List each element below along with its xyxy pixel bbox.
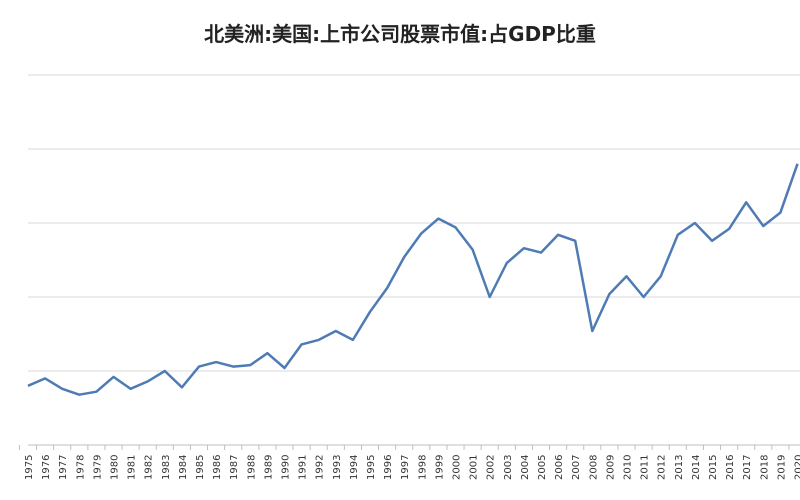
- x-tick-label: 2009: [605, 455, 616, 480]
- gridlines: [28, 74, 800, 446]
- x-axis: [18, 445, 790, 450]
- x-tick-label: 1983: [161, 455, 172, 480]
- x-tick-label: 2003: [503, 455, 514, 480]
- x-tick-label: 1988: [246, 455, 257, 480]
- x-tick-label: 1975: [24, 455, 35, 480]
- chart-title: 北美洲:美国:上市公司股票市值:占GDP比重: [204, 22, 596, 46]
- x-tick-label: 1985: [195, 455, 206, 480]
- x-tick-labels: 1975 1976 1977 1978 1979 1980 1981 1982 1983 1984…: [24, 455, 800, 480]
- x-tick-label: 2012: [657, 455, 668, 480]
- x-tick-label: 1986: [212, 455, 223, 480]
- x-tick-label: 2007: [571, 455, 582, 480]
- x-tick-label: 1977: [58, 455, 69, 480]
- x-tick-label: 2016: [725, 455, 736, 480]
- x-tick-label: 1994: [349, 455, 360, 480]
- x-tick-label: 2002: [486, 455, 497, 480]
- x-tick-label: 2010: [623, 455, 634, 480]
- x-tick-label: 1996: [383, 455, 394, 480]
- x-tick-label: 2015: [708, 455, 719, 480]
- series-layer: [27, 163, 799, 396]
- x-tick-label: 2008: [588, 455, 599, 480]
- x-tick-label: 2011: [640, 455, 651, 480]
- x-tick-label: 1989: [263, 455, 274, 480]
- series-line-0: [27, 163, 799, 396]
- x-tick-label: 2006: [554, 455, 565, 480]
- x-tick-label: 1991: [298, 455, 309, 480]
- x-tick-label: 1979: [92, 455, 103, 480]
- x-tick-label: 1984: [178, 455, 189, 480]
- x-tick-label: 2019: [776, 455, 787, 480]
- x-tick-label: 1997: [400, 455, 411, 480]
- x-tick-label: 2017: [742, 455, 753, 480]
- x-tick-label: 2018: [759, 455, 770, 480]
- x-tick-label: 1982: [144, 455, 155, 480]
- x-tick-label: 2013: [674, 455, 685, 480]
- x-tick-label: 1980: [110, 455, 121, 480]
- x-tick-label: 1987: [229, 455, 240, 480]
- x-tick-label: 1981: [127, 455, 138, 480]
- x-tick-label: 1990: [281, 455, 292, 480]
- x-tick-label: 1978: [75, 455, 86, 480]
- x-tick-label: 1999: [434, 455, 445, 480]
- x-tick-label: 2000: [452, 455, 463, 480]
- x-tick-label: 2001: [469, 455, 480, 480]
- x-tick-label: 1998: [417, 455, 428, 480]
- x-tick-label: 2020: [794, 455, 800, 480]
- x-tick-label: 1995: [366, 455, 377, 480]
- x-tick-label: 2014: [691, 455, 702, 480]
- x-tick-label: 2005: [537, 455, 548, 480]
- x-tick-label: 1992: [315, 455, 326, 480]
- x-tick-label: 2004: [520, 455, 531, 480]
- x-tick-label: 1976: [41, 455, 52, 480]
- x-tick-label: 1993: [332, 455, 343, 480]
